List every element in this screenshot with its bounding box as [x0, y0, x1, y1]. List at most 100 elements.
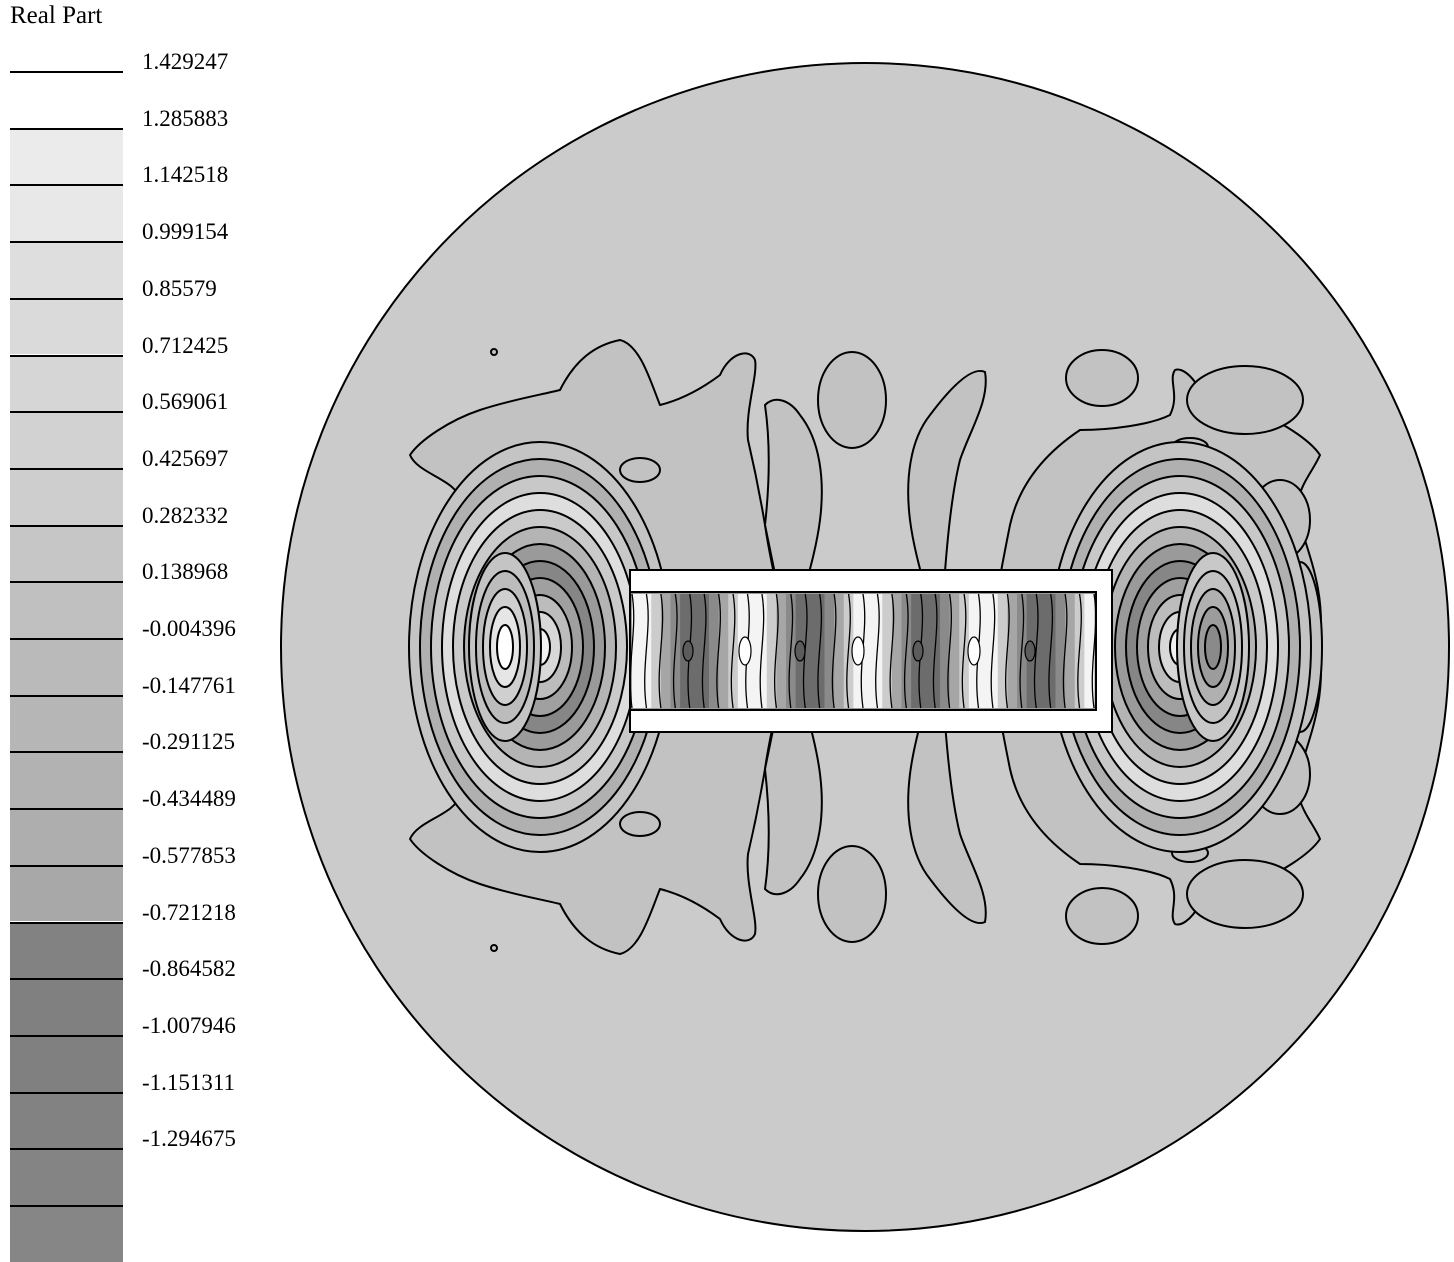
legend-band: [10, 638, 123, 695]
channel-contour: [759, 593, 765, 709]
legend-level-label: 0.425697: [142, 445, 229, 471]
legend-line: [10, 808, 123, 811]
legend-band: [10, 751, 123, 809]
legend-band: [10, 467, 123, 525]
field-island: [619, 457, 661, 483]
legend-line: [10, 921, 123, 924]
legend-band: [10, 1205, 123, 1262]
legend-band: [10, 71, 123, 128]
legend-band: [10, 297, 123, 355]
channel-band: [689, 594, 700, 708]
legend-band: [10, 978, 123, 1035]
channel-contour: [947, 593, 952, 709]
legend-line: [10, 241, 123, 244]
field-island: [1186, 365, 1304, 435]
channel-contour: [846, 593, 851, 709]
field-island: [1186, 859, 1304, 929]
channel-contour: [990, 593, 996, 709]
field-island: [1065, 887, 1139, 945]
legend-level-label: 0.569061: [142, 389, 229, 415]
legend-line: [10, 864, 123, 867]
field-island: [817, 351, 887, 449]
legend-level-label: 0.85579: [142, 275, 217, 301]
channel-contour: [1033, 593, 1039, 709]
channel-contour: [903, 593, 909, 709]
channel-band: [651, 594, 662, 708]
legend-band: [10, 1148, 123, 1205]
channel-contour: [1077, 593, 1082, 709]
channel-contour: [658, 593, 664, 709]
legend-title: Real Part: [10, 2, 103, 29]
legend-band: [10, 864, 123, 922]
field-island: [817, 845, 887, 943]
legend-line: [10, 467, 123, 470]
legend-level-label: -1.007946: [142, 1012, 236, 1038]
channel-contour: [831, 593, 837, 709]
legend-band: [10, 354, 123, 412]
channel-contour: [961, 593, 967, 709]
channel-contour: [875, 593, 880, 709]
legend-band: [10, 184, 123, 242]
legend-level-label: -1.294675: [142, 1126, 236, 1152]
channel-band: [978, 594, 989, 708]
channel-node: [1024, 640, 1036, 662]
legend-line: [10, 1034, 123, 1037]
legend-level-label: -0.721218: [142, 899, 236, 925]
channel-band: [776, 594, 787, 708]
contour-plot: [280, 62, 1450, 1232]
legend-level-label: 0.999154: [142, 219, 229, 245]
channel-contour: [788, 593, 794, 709]
legend-line: [10, 581, 123, 584]
channel-band: [949, 594, 960, 708]
channel-band: [824, 594, 835, 708]
legend-line: [10, 638, 123, 640]
channel-band: [718, 594, 729, 708]
legend-band: [10, 921, 123, 979]
channel-contour: [932, 593, 938, 709]
legend-level-label: 1.142518: [142, 162, 229, 188]
channel-node: [912, 640, 924, 662]
legend-line: [10, 297, 123, 300]
legend-line: [10, 127, 123, 130]
channel-contour: [644, 593, 649, 709]
legend-band: [10, 694, 123, 752]
channel-band: [834, 594, 845, 708]
left-outer-ring: [496, 624, 514, 670]
channel-band: [1065, 594, 1076, 708]
legend-line: [10, 411, 123, 414]
color-legend: Real Part 1.429247 1.285883 1.142518 0.9991…: [0, 0, 290, 1262]
channel-band: [1036, 594, 1047, 708]
channel-contour: [672, 593, 678, 709]
field-regions: [408, 339, 1323, 955]
waveguide-obstacle: [629, 569, 1113, 733]
legend-band: [10, 127, 123, 185]
legend-level-label: 1.429247: [142, 49, 229, 74]
channel-band: [766, 594, 777, 708]
legend-level-label: -0.004396: [142, 616, 236, 641]
legend-level-label: -0.291125: [142, 729, 236, 755]
legend-line: [10, 694, 123, 697]
channel-contour: [774, 593, 779, 709]
channel-contour: [1062, 593, 1068, 709]
channel-contour: [701, 593, 707, 709]
channel-band: [920, 594, 931, 708]
legend-line: [10, 751, 123, 754]
legend-line: [10, 524, 123, 527]
channel-band: [891, 594, 902, 708]
channel-contour: [1005, 593, 1010, 709]
legend-level-label: -0.147761: [142, 672, 236, 698]
legend-level-label: -1.151311: [142, 1069, 236, 1095]
channel-contour: [817, 593, 823, 709]
legend-band: [10, 1034, 123, 1092]
channel-antinode: [851, 636, 865, 666]
channel-node: [794, 640, 806, 662]
waveguide-inner-border: [629, 591, 1097, 711]
legend-line: [10, 1091, 123, 1094]
legend-band: [10, 524, 123, 582]
channel-band: [882, 594, 893, 708]
legend-band: [10, 808, 123, 865]
right-outer-ring: [1204, 624, 1222, 670]
legend-line: [10, 354, 123, 357]
field-island: [1065, 349, 1139, 407]
legend-band: [10, 411, 123, 468]
